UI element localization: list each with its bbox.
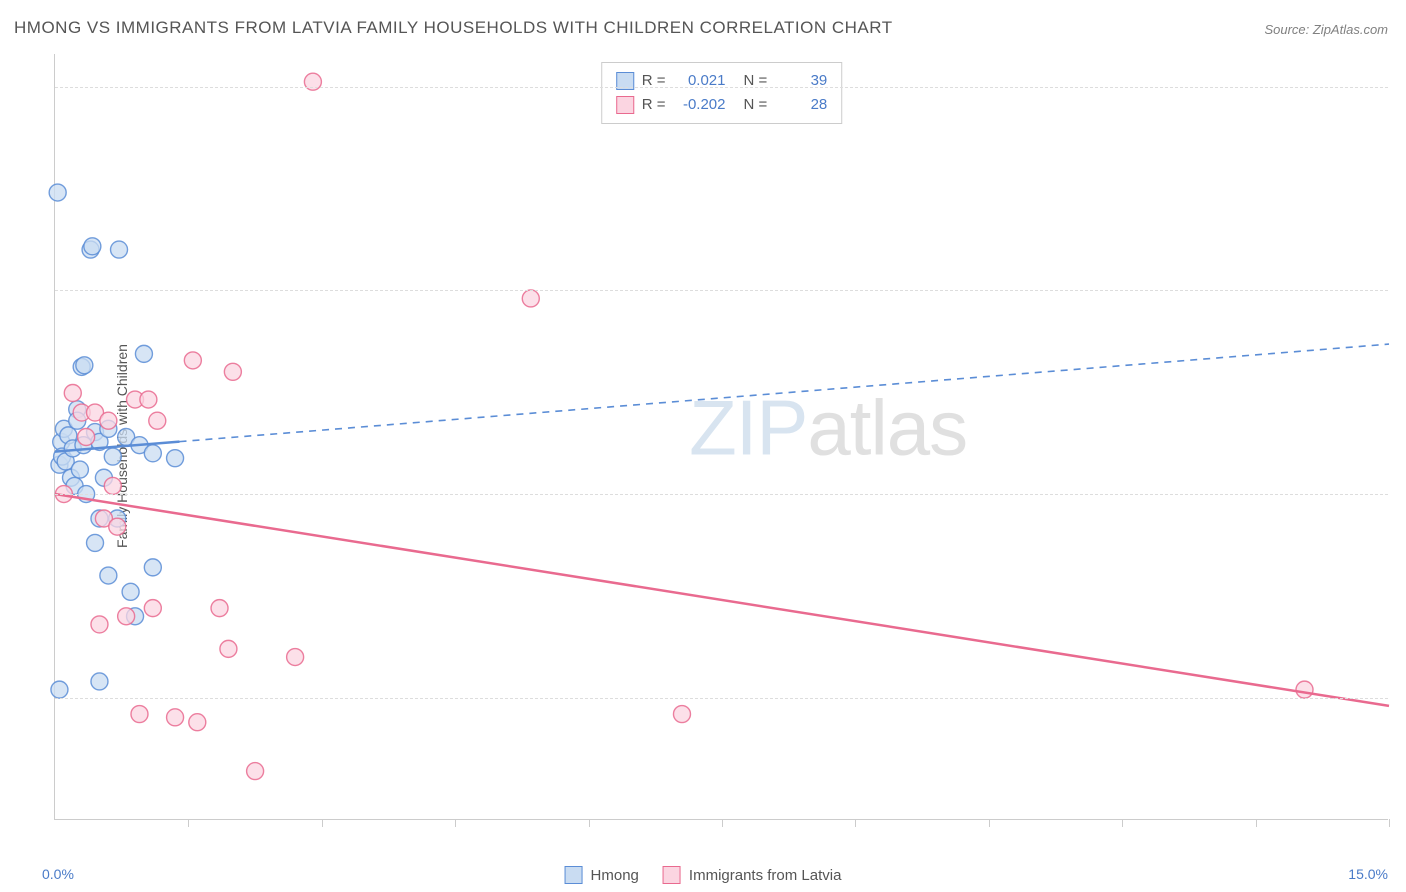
- legend-swatch-latvia: [663, 866, 681, 884]
- legend-swatch-hmong: [565, 866, 583, 884]
- stats-row-hmong: R = 0.021 N = 39: [616, 69, 828, 93]
- series-legend: Hmong Immigrants from Latvia: [565, 866, 842, 884]
- x-tick: [1122, 819, 1123, 827]
- plot-svg: [55, 54, 1388, 819]
- x-tick: [722, 819, 723, 827]
- stats-legend: R = 0.021 N = 39 R = -0.202 N = 28: [601, 62, 843, 124]
- y-tick-label: 12.5%: [1398, 690, 1406, 706]
- legend-label-hmong: Hmong: [591, 867, 639, 884]
- y-tick-label: 25.0%: [1398, 486, 1406, 502]
- x-min-label: 0.0%: [42, 866, 74, 882]
- r-value-1: -0.202: [674, 93, 726, 117]
- x-tick: [1256, 819, 1257, 827]
- grid-line: [55, 698, 1388, 699]
- y-tick-label: 50.0%: [1398, 79, 1406, 95]
- grid-line: [55, 290, 1388, 291]
- r-value-0: 0.021: [674, 69, 726, 93]
- plot-area: ZIPatlas R = 0.021 N = 39 R = -0.202 N =…: [54, 54, 1388, 820]
- legend-label-latvia: Immigrants from Latvia: [689, 867, 842, 884]
- x-tick: [188, 819, 189, 827]
- x-tick: [455, 819, 456, 827]
- x-tick: [1389, 819, 1390, 827]
- x-tick: [322, 819, 323, 827]
- grid-line: [55, 494, 1388, 495]
- chart-title: HMONG VS IMMIGRANTS FROM LATVIA FAMILY H…: [14, 18, 893, 38]
- n-label-0: N =: [744, 69, 768, 93]
- x-max-label: 15.0%: [1348, 866, 1388, 882]
- n-value-0: 39: [775, 69, 827, 93]
- legend-item-latvia: Immigrants from Latvia: [663, 866, 842, 884]
- x-tick: [989, 819, 990, 827]
- x-tick: [855, 819, 856, 827]
- swatch-latvia: [616, 96, 634, 114]
- stats-row-latvia: R = -0.202 N = 28: [616, 93, 828, 117]
- chart-container: HMONG VS IMMIGRANTS FROM LATVIA FAMILY H…: [0, 0, 1406, 892]
- y-tick-label: 37.5%: [1398, 282, 1406, 298]
- grid-line: [55, 87, 1388, 88]
- r-label-1: R =: [642, 93, 666, 117]
- legend-item-hmong: Hmong: [565, 866, 639, 884]
- n-label-1: N =: [744, 93, 768, 117]
- x-tick: [589, 819, 590, 827]
- r-label-0: R =: [642, 69, 666, 93]
- n-value-1: 28: [775, 93, 827, 117]
- source-label: Source: ZipAtlas.com: [1264, 22, 1388, 37]
